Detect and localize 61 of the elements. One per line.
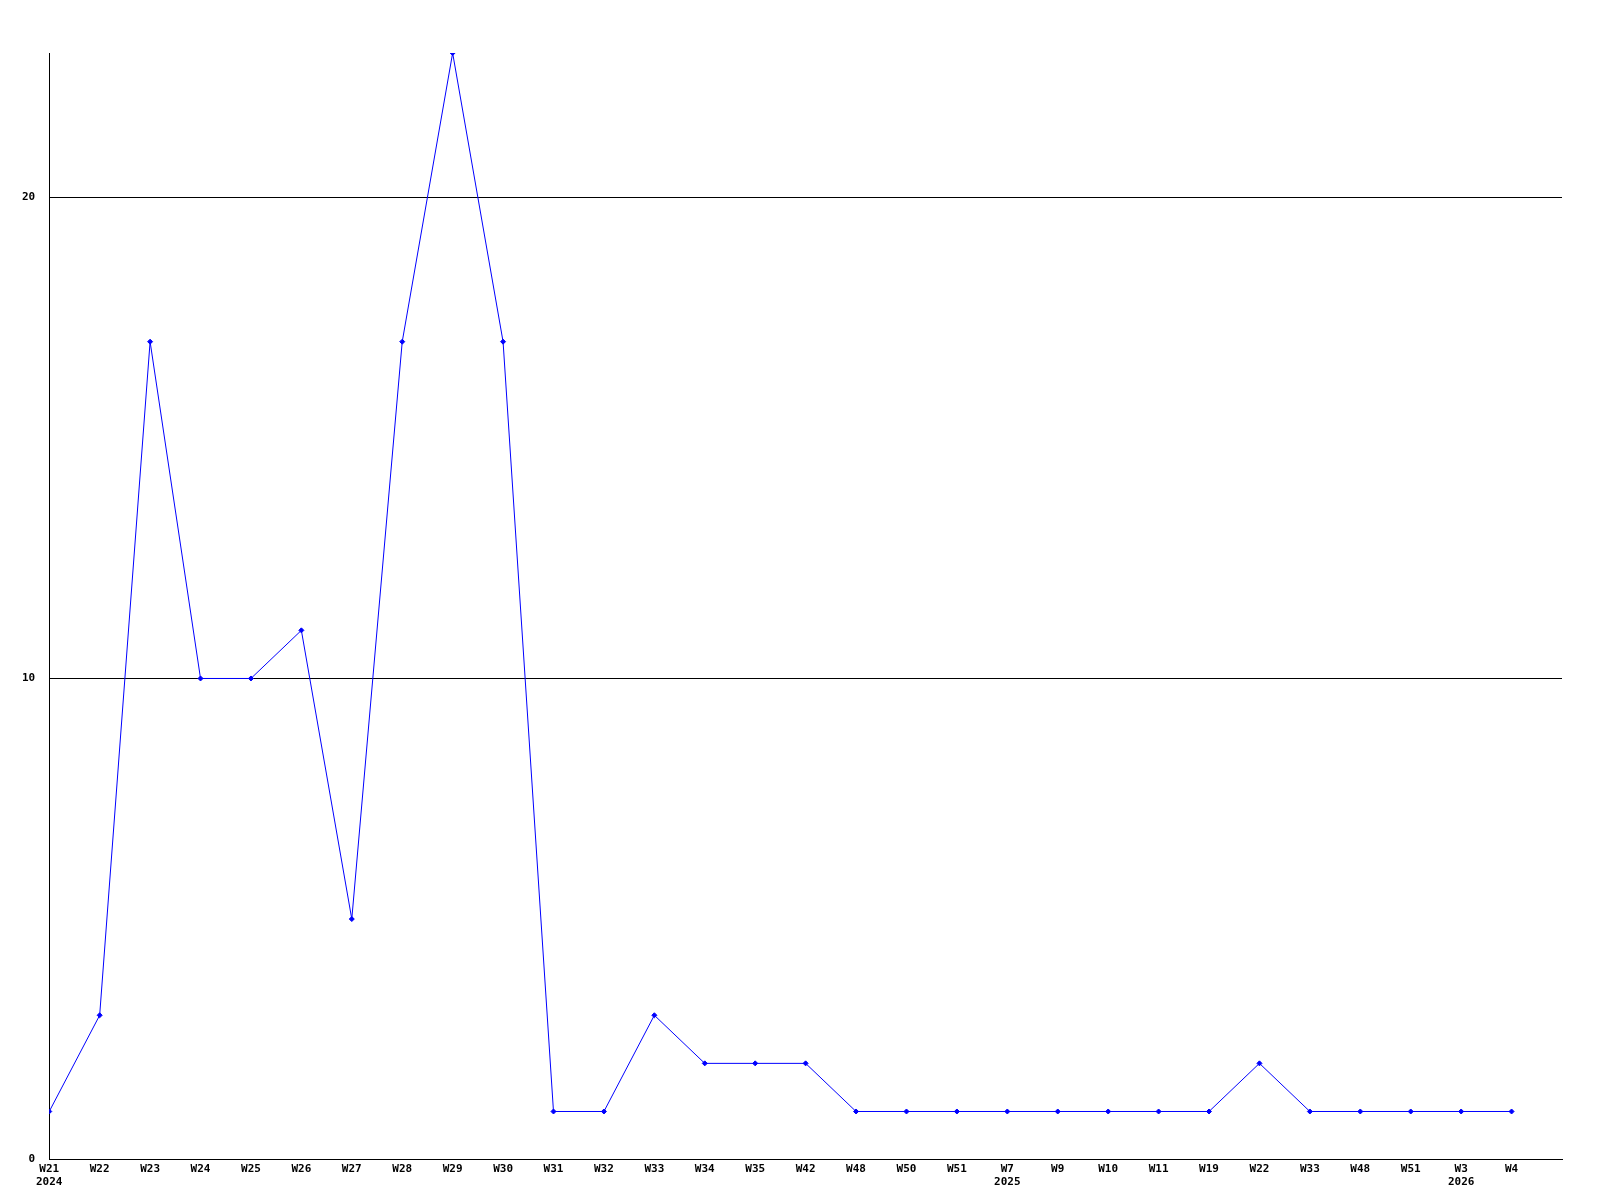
x-tick-label: W50 <box>896 1162 917 1176</box>
x-tick-label: W3 2026 <box>1447 1162 1475 1189</box>
point <box>903 1108 910 1115</box>
point <box>701 1060 708 1067</box>
x-tick-label: W21 2024 <box>36 1162 63 1189</box>
x-tick-label: W32 <box>593 1162 614 1176</box>
point <box>1306 1108 1313 1115</box>
x-tick-label: W19 <box>1199 1162 1219 1176</box>
point <box>1407 1108 1414 1115</box>
point <box>247 675 254 682</box>
point <box>853 1108 860 1115</box>
point <box>147 338 154 345</box>
point <box>802 1060 809 1067</box>
point <box>550 1108 557 1115</box>
point <box>1508 1108 1515 1115</box>
x-tick-label: W22 <box>1249 1162 1270 1176</box>
y-tick-label: 20 <box>22 190 36 204</box>
point <box>298 627 305 634</box>
x-tick-label: W10 <box>1098 1162 1119 1176</box>
x-tick-label: W30 <box>493 1162 514 1176</box>
x-tick-label: W51 <box>946 1162 968 1176</box>
point <box>600 1108 607 1115</box>
x-tick-label: W48 <box>846 1162 866 1176</box>
point <box>96 1012 103 1019</box>
x-tick-label: W42 <box>795 1162 816 1176</box>
point <box>348 916 355 923</box>
point <box>500 338 507 345</box>
point <box>1155 1108 1162 1115</box>
x-tick-label: W33 <box>644 1162 665 1176</box>
point <box>953 1108 960 1115</box>
point <box>752 1060 759 1067</box>
x-tick-label: W27 <box>341 1162 362 1176</box>
x-tick-label: W9 <box>1051 1162 1065 1176</box>
x-tick-label: W24 <box>190 1162 211 1176</box>
point <box>399 338 406 345</box>
point <box>1206 1108 1213 1115</box>
x-tick-label: W25 <box>241 1162 261 1176</box>
point <box>197 675 204 682</box>
x-tick-label: W11 <box>1148 1162 1169 1176</box>
x-tick-label: W29 <box>442 1162 463 1176</box>
x-tick-label: W22 <box>89 1162 110 1176</box>
x-tick-label: W31 <box>543 1162 564 1176</box>
x-tick-label: W7 2025 <box>994 1162 1021 1189</box>
x-tick-label: W33 <box>1299 1162 1320 1176</box>
point <box>1256 1060 1263 1067</box>
point <box>1004 1108 1011 1115</box>
point <box>1054 1108 1061 1115</box>
point <box>1105 1108 1112 1115</box>
x-tick-label: W28 <box>392 1162 413 1176</box>
x-tick-label: W48 <box>1350 1162 1371 1176</box>
y-tick-label: 10 <box>22 671 36 685</box>
point <box>651 1012 658 1019</box>
x-tick-label: W34 <box>694 1162 716 1176</box>
x-tick-label: W51 <box>1400 1162 1422 1176</box>
x-tick-label: W35 <box>745 1162 766 1176</box>
x-tick-label: W26 <box>291 1162 312 1176</box>
point <box>1357 1108 1364 1115</box>
x-tick-label: W23 <box>140 1162 161 1176</box>
x-tick-label: W4 <box>1504 1162 1519 1176</box>
point <box>1458 1108 1465 1115</box>
y-tick-label: 0 <box>28 1152 36 1166</box>
